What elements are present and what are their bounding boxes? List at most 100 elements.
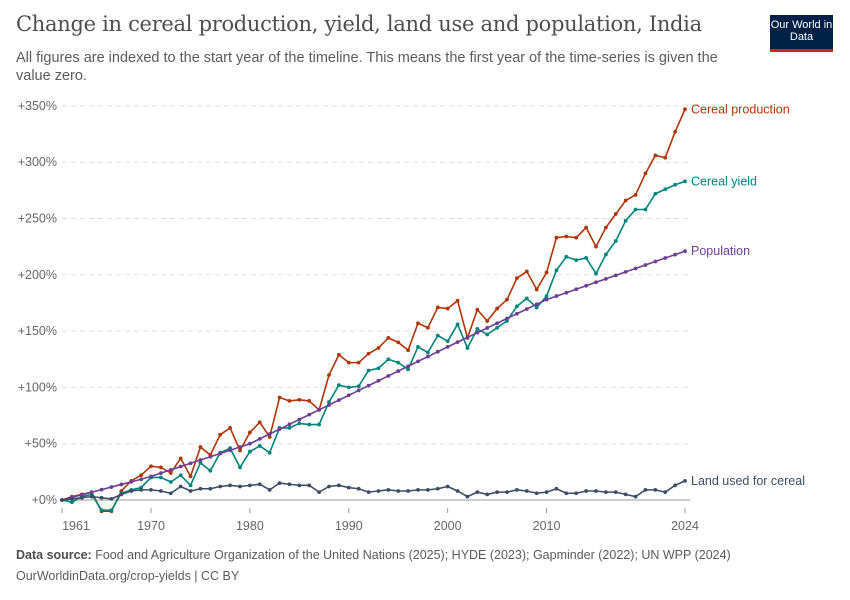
- data-point: [574, 287, 579, 292]
- data-point: [653, 259, 658, 264]
- data-point: [317, 407, 322, 412]
- data-point: [267, 487, 272, 492]
- chart-title: Change in cereal production, yield, land…: [16, 12, 702, 36]
- owid-logo[interactable]: Our World in Data: [770, 15, 833, 52]
- data-point: [643, 171, 648, 176]
- data-point: [336, 483, 341, 488]
- data-point: [425, 350, 430, 355]
- data-point: [366, 368, 371, 373]
- data-point: [514, 276, 519, 281]
- data-point: [277, 395, 282, 400]
- data-point: [495, 321, 500, 326]
- data-point: [673, 182, 678, 187]
- data-point: [346, 393, 351, 398]
- data-point: [554, 486, 559, 491]
- x-tick-label: 1990: [335, 519, 363, 533]
- data-point: [386, 374, 391, 378]
- data-point: [534, 491, 539, 496]
- data-point: [564, 234, 569, 239]
- data-point: [178, 484, 183, 489]
- data-point: [267, 432, 272, 436]
- data-point: [455, 340, 460, 345]
- data-point: [584, 256, 589, 260]
- data-point: [307, 483, 312, 488]
- data-point: [247, 430, 252, 435]
- data-point: [544, 270, 549, 275]
- data-point: [277, 481, 282, 486]
- data-point: [485, 326, 490, 330]
- data-point: [613, 490, 618, 495]
- data-point: [544, 490, 549, 495]
- data-point: [416, 321, 420, 326]
- data-point: [683, 249, 687, 254]
- series-label: Cereal production: [691, 102, 790, 116]
- data-point: [455, 298, 460, 303]
- data-point: [247, 449, 252, 454]
- data-point: [208, 486, 213, 491]
- data-point: [139, 477, 144, 482]
- data-point: [228, 448, 233, 453]
- data-point: [613, 239, 618, 243]
- data-point: [99, 495, 104, 500]
- data-point: [168, 480, 173, 484]
- data-point: [208, 468, 213, 473]
- data-point: [99, 487, 104, 492]
- data-point: [465, 494, 470, 499]
- data-point: [336, 352, 341, 357]
- data-point: [129, 479, 134, 484]
- data-point: [505, 490, 509, 495]
- x-tick-label: 2000: [434, 519, 462, 533]
- data-point: [79, 495, 84, 500]
- data-point: [623, 198, 628, 203]
- data-point: [524, 307, 529, 311]
- data-point: [178, 464, 183, 469]
- data-point: [327, 400, 331, 404]
- data-point: [554, 268, 559, 273]
- data-point: [574, 491, 579, 496]
- data-point: [613, 212, 618, 216]
- data-point: [653, 153, 658, 158]
- y-tick-label: +100%: [18, 380, 57, 394]
- data-point: [406, 489, 411, 493]
- data-point: [603, 225, 608, 230]
- data-point: [485, 492, 490, 497]
- data-point: [376, 378, 381, 383]
- data-point: [564, 491, 569, 496]
- data-point: [158, 475, 163, 480]
- data-point: [594, 271, 598, 276]
- data-point: [257, 420, 262, 425]
- data-point: [366, 490, 371, 495]
- y-tick-label: +0%: [32, 493, 57, 507]
- data-point: [267, 450, 272, 455]
- series-line-cereal-production: [61, 108, 686, 513]
- data-point: [514, 311, 519, 316]
- data-point: [584, 489, 589, 493]
- data-point: [435, 486, 440, 491]
- data-point: [307, 422, 312, 427]
- data-point: [425, 325, 430, 330]
- series-line-population: [61, 250, 686, 501]
- series-line-cereal-yield: [61, 180, 686, 511]
- series-label: Population: [691, 244, 750, 258]
- data-point: [158, 489, 163, 493]
- data-point: [287, 399, 292, 403]
- data-point: [435, 349, 440, 354]
- data-point: [317, 422, 322, 427]
- data-point: [89, 494, 94, 499]
- data-point: [475, 326, 480, 331]
- source-url[interactable]: OurWorldinData.org/crop-yields | CC BY: [16, 569, 240, 583]
- data-point: [79, 492, 84, 497]
- data-point: [238, 445, 242, 449]
- data-point: [247, 483, 252, 488]
- data-point: [574, 235, 579, 240]
- data-point: [663, 490, 668, 495]
- data-point: [406, 364, 411, 369]
- data-point: [603, 252, 608, 257]
- data-point: [455, 489, 460, 493]
- data-point: [307, 412, 312, 417]
- data-point: [139, 487, 144, 492]
- data-point: [524, 269, 529, 274]
- data-point: [663, 187, 668, 192]
- data-point: [238, 484, 242, 489]
- data-point: [673, 252, 678, 257]
